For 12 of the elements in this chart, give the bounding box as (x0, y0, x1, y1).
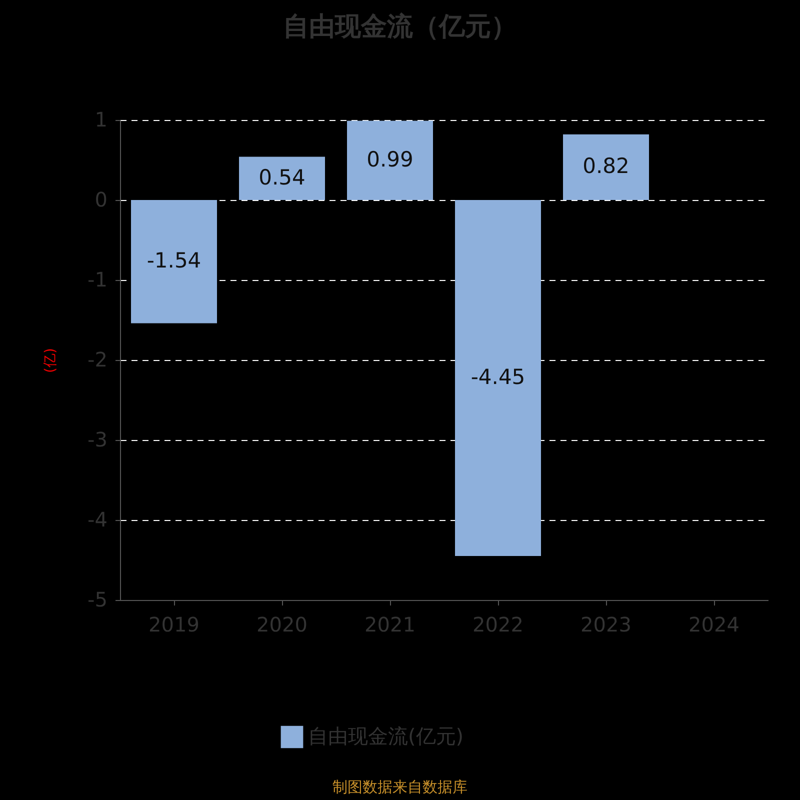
bar (455, 200, 541, 556)
y-axis-title: (亿) (42, 348, 59, 373)
data-label: -1.54 (146, 248, 202, 273)
data-label: 0.99 (366, 147, 414, 172)
bar (347, 120, 433, 200)
text: 制图数据来自数据库 (332, 778, 468, 797)
bar (131, 200, 217, 324)
data-label: 0.82 (582, 154, 630, 178)
bar (563, 134, 649, 200)
bar (239, 156, 325, 200)
data-label: 0.54 (258, 165, 306, 190)
data-label: -4.45 (470, 365, 526, 389)
